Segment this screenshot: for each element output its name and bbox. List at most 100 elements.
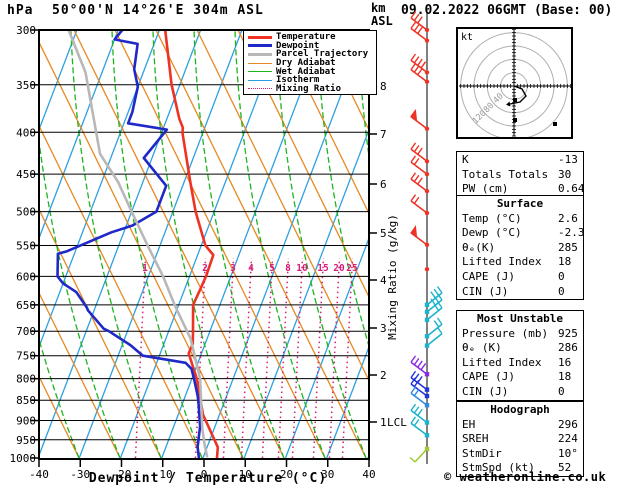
parcel-trajectory-curve [67, 30, 209, 458]
legend-swatch [248, 44, 272, 48]
barb-tick [409, 456, 416, 463]
wind-barb [410, 11, 430, 33]
wet-adiabat-line [111, 30, 203, 459]
wind-barb [410, 403, 430, 425]
barb-tick [417, 408, 423, 416]
temp-tick-label: 0 [201, 468, 208, 481]
temperature-curve [163, 30, 220, 459]
panel-indices: K -13 Totals Totals 30 PW (cm) 0.64 [456, 151, 585, 198]
stat-value: 296 [558, 417, 578, 431]
plot-background: 1 2 3 4 5 8 10 15 20 25 [39, 30, 369, 459]
pressure-tick-label: 550 [16, 239, 36, 252]
legend-label: Temperature [276, 32, 336, 43]
legend-label: Dry Adiabat [276, 58, 336, 68]
lcl-label: LCL [387, 416, 407, 429]
pressure-tick-label: 850 [16, 394, 36, 407]
barb-tick [413, 24, 420, 32]
dry-adiabat-line [237, 30, 369, 299]
km-tick-label: 5 [380, 227, 387, 240]
barb-staff [410, 69, 428, 83]
wind-barb [424, 317, 443, 339]
barb-staff [410, 422, 428, 436]
barb-tick [413, 389, 420, 397]
mixing-ratio-label: 8 [285, 263, 291, 274]
wet-adiabat-line [275, 30, 367, 459]
dry-adiabat-line [319, 30, 369, 132]
barb-staff [410, 161, 428, 175]
isotherm-line [284, 236, 369, 459]
panel-hodograph-stats: Hodograph EH 296 SREH 224 StmDir 10° StmSpd (kt… [456, 401, 584, 477]
barb-tick [410, 386, 417, 394]
station-title: 50°00'N 14°26'E 304m ASL [52, 3, 264, 18]
stat-label: SREH [462, 432, 489, 446]
stat-row: SREH 224 [457, 432, 583, 447]
wind-barb [410, 355, 430, 377]
station-dot [424, 159, 430, 164]
isotherm-line [39, 30, 160, 349]
pressure-tick-label: 1000 [10, 452, 37, 465]
mixing-ratio-line [222, 257, 235, 459]
wind-barb [410, 386, 430, 408]
wind-barb [410, 225, 430, 248]
station-dot [424, 210, 430, 216]
stat-value: -13 [558, 153, 578, 166]
station-dot [424, 393, 430, 399]
stat-label: EH [462, 417, 476, 431]
hodograph-marker [513, 118, 517, 122]
stat-row: CIN (J) 0 [457, 385, 583, 400]
panel-most-unstable: Most Unstable Pressure (mb) 925 θₑ (K) 286 Li… [456, 310, 584, 401]
pressure-tick-label: 650 [16, 299, 36, 312]
km-axis-unit: km ASL [371, 1, 393, 28]
stat-row: Pressure (mb) 925 [457, 327, 583, 342]
legend-label: Mixing Ratio [276, 84, 342, 94]
stat-label: StmSpd (kt) [462, 461, 535, 475]
wind-barb [410, 109, 430, 131]
stat-row: CAPE (J) 18 [457, 370, 583, 385]
barb-staff [426, 323, 443, 337]
barb-tick [417, 58, 423, 66]
pressure-tick-label: 500 [16, 206, 36, 219]
stat-value: 925 [558, 326, 578, 340]
barb-tick [436, 293, 443, 301]
pressure-tick-label: 900 [16, 415, 36, 428]
mixing-ratio-axis-label: Mixing Ratio (g/kg) [386, 214, 399, 340]
temp-tick-label: -30 [70, 468, 90, 481]
barb-tick [413, 379, 420, 387]
barb-tick [410, 172, 417, 180]
station-dot [424, 38, 430, 43]
stat-row: StmDir 10° [457, 447, 583, 462]
temp-tick-label: 10 [239, 468, 252, 481]
dry-adiabat-line [39, 40, 244, 459]
barb-tick [410, 142, 417, 150]
stat-row: CIN (J) 0 [457, 285, 583, 300]
legend-swatch [248, 79, 272, 81]
barb-tick [413, 406, 420, 414]
barb-tick [410, 53, 417, 61]
hodograph-marker [513, 98, 517, 102]
stat-row: θₑ(K) 285 [457, 241, 583, 256]
stat-label: CAPE (J) [462, 370, 515, 384]
barb-staff [410, 17, 428, 31]
km-tick-label: 6 [380, 178, 387, 191]
barb-staff [410, 376, 428, 391]
isotherm-line [78, 30, 243, 459]
temp-tick-label: -40 [29, 468, 49, 481]
barb-tick [410, 11, 417, 19]
mixing-ratio-label: 4 [248, 263, 254, 274]
barb-tick [417, 147, 423, 155]
barb-tick [413, 145, 420, 153]
stat-value: 52 [558, 461, 572, 475]
stat-value: 18 [558, 370, 572, 384]
pressure-tick-label: 700 [16, 325, 36, 338]
station-dot [424, 27, 430, 33]
barb-tick [410, 355, 417, 363]
pressure-tick-label: 600 [16, 270, 36, 283]
mixing-ratio-label: 3 [230, 263, 236, 274]
legend-label: Parcel Trajectory [276, 49, 369, 60]
station-dot [424, 309, 430, 315]
wet-adiabat-line [70, 30, 162, 459]
temp-tick-label: 20 [280, 468, 293, 481]
temp-tick-label: 30 [321, 468, 334, 481]
stat-label: θₑ(K) [462, 240, 496, 254]
